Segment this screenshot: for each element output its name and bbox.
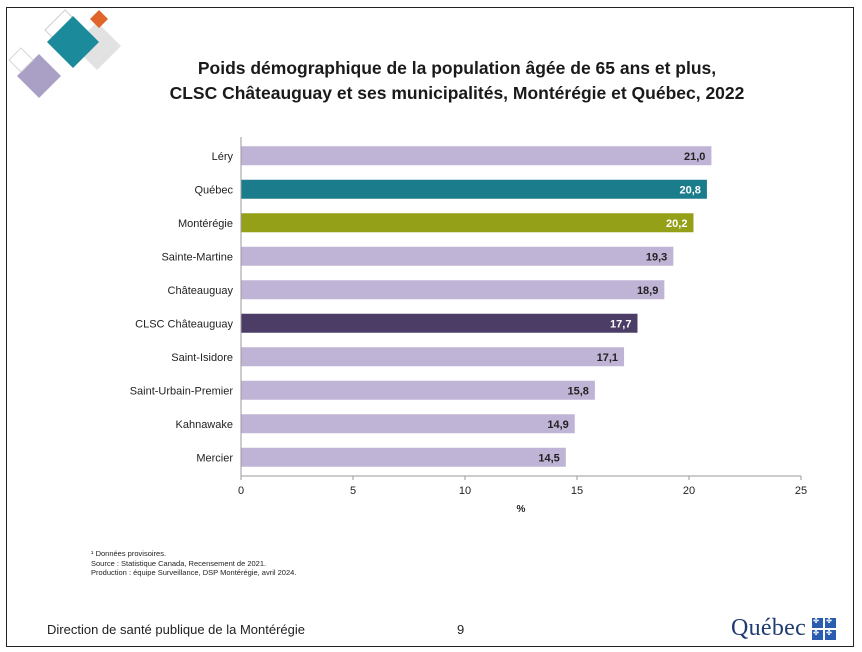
category-label: Montérégie bbox=[178, 218, 233, 230]
category-label: Châteauguay bbox=[168, 285, 234, 297]
decor-small-outline-diamond bbox=[8, 47, 34, 73]
decorative-diamonds bbox=[8, 9, 121, 98]
data-label: 17,7 bbox=[610, 318, 631, 330]
data-label: 15,8 bbox=[567, 385, 588, 397]
chart-title: Poids démographique de la population âgé… bbox=[157, 56, 757, 106]
footnote-provisional: ¹ Données provisoires. bbox=[91, 549, 167, 558]
data-label: 21,0 bbox=[684, 151, 705, 163]
x-tick-label: 10 bbox=[459, 485, 471, 497]
bar bbox=[241, 280, 665, 300]
chart-title-line-2: CLSC Châteauguay et ses municipalités, M… bbox=[169, 83, 745, 103]
bar bbox=[241, 246, 674, 266]
x-axis-label: % bbox=[517, 504, 526, 515]
category-label: Sainte-Martine bbox=[161, 251, 233, 263]
bar bbox=[241, 179, 707, 199]
bar bbox=[241, 447, 566, 467]
logo-wordmark: Québec bbox=[731, 615, 807, 641]
footnotes: ¹ Données provisoires. Source : Statisti… bbox=[91, 549, 296, 578]
bar bbox=[241, 146, 712, 166]
x-tick-label: 20 bbox=[683, 485, 695, 497]
slide: Poids démographique de la population âgé… bbox=[6, 7, 854, 647]
data-label: 14,5 bbox=[538, 452, 559, 464]
category-label: Saint-Urbain-Premier bbox=[130, 385, 234, 397]
data-label: 18,9 bbox=[637, 285, 658, 297]
chart-title-line-1: Poids démographique de la population âgé… bbox=[197, 58, 717, 78]
bar bbox=[241, 414, 575, 434]
x-tick-label: 25 bbox=[795, 485, 807, 497]
data-label: 20,2 bbox=[666, 218, 687, 230]
fleurdelise-flag-icon bbox=[812, 617, 837, 640]
data-label: 19,3 bbox=[646, 251, 667, 263]
category-label: Léry bbox=[212, 151, 234, 163]
bar bbox=[241, 380, 595, 400]
category-label: Québec bbox=[194, 184, 233, 196]
bar bbox=[241, 347, 625, 367]
footer-organization: Direction de santé publique de la Montér… bbox=[47, 622, 306, 637]
category-label: Kahnawake bbox=[176, 419, 234, 431]
x-tick-label: 0 bbox=[238, 485, 244, 497]
decor-teal-diamond bbox=[47, 16, 99, 68]
bar-chart: Léry 21,0 Québec 20,8 Montérégie 20,2 Sainte-M… bbox=[130, 137, 807, 515]
bar bbox=[241, 313, 638, 333]
category-label: CLSC Châteauguay bbox=[135, 318, 233, 330]
decor-orange-diamond bbox=[90, 10, 108, 28]
quebec-logo: Québec bbox=[731, 615, 837, 642]
data-label: 20,8 bbox=[679, 184, 700, 196]
category-label: Saint-Isidore bbox=[171, 352, 233, 364]
footnote-production: Production : équipe Surveillance, DSP Mo… bbox=[91, 568, 297, 577]
bar bbox=[241, 213, 694, 233]
x-tick-label: 5 bbox=[350, 485, 356, 497]
x-tick-label: 15 bbox=[571, 485, 583, 497]
page-number: 9 bbox=[457, 622, 465, 637]
data-label: 14,9 bbox=[547, 419, 568, 431]
category-label: Mercier bbox=[196, 452, 233, 464]
footnote-source: Source : Statistique Canada, Recensement… bbox=[91, 558, 267, 568]
data-label: 17,1 bbox=[597, 352, 618, 364]
